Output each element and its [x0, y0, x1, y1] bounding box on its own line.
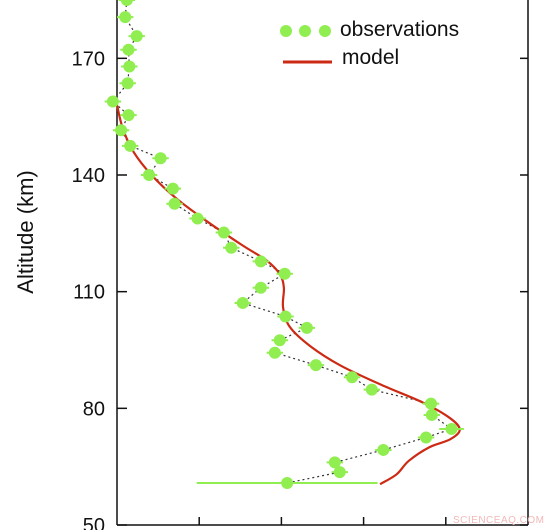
observation-point [166, 182, 179, 195]
observation-point [236, 296, 249, 309]
observation-point [346, 371, 359, 384]
legend-observations-marker [299, 25, 311, 37]
plot-content [104, 0, 464, 489]
observation-point [420, 431, 433, 444]
y-tick-label: 110 [73, 282, 105, 304]
observations-connector-line [112, 0, 453, 484]
observation-point [154, 152, 167, 165]
legend-observations-marker [319, 25, 331, 37]
observation-point [268, 346, 281, 359]
observation-point [300, 321, 313, 334]
y-axis-title: Altitude (km) [13, 170, 38, 293]
observation-point [328, 456, 341, 469]
observation-point [365, 383, 378, 396]
y-tick-label: 80 [83, 398, 105, 420]
legend-observations-marker [280, 25, 292, 37]
watermark-text: SCIENCEAQ.COM [453, 515, 545, 526]
observation-point [120, 0, 133, 6]
observation-point [106, 95, 119, 108]
observation-point [254, 281, 267, 294]
legend: observations model [280, 18, 459, 69]
observation-point [119, 11, 132, 24]
observation-point [115, 124, 128, 137]
y-tick-label: 50 [83, 515, 105, 530]
observation-point [377, 443, 390, 456]
observation-point [254, 255, 267, 268]
observation-point [273, 334, 286, 347]
observation-point [143, 169, 156, 181]
observation-point [445, 422, 458, 435]
observation-point [130, 30, 143, 43]
observation-point [278, 267, 291, 280]
legend-model-label: model [342, 46, 399, 69]
y-tick-label: 170 [72, 48, 105, 70]
observation-point [124, 139, 137, 152]
observation-point [121, 77, 134, 90]
model-line [115, 104, 461, 486]
observation-point [122, 109, 135, 122]
y-tick-label: 140 [72, 165, 105, 187]
legend-observations-label: observations [340, 18, 459, 41]
observation-point [281, 477, 294, 489]
observation-point [425, 397, 438, 410]
observation-point [425, 408, 438, 421]
observation-point [225, 241, 238, 254]
observation-point [122, 43, 135, 56]
observation-point [279, 310, 292, 323]
observation-point [123, 60, 136, 73]
observation-point [217, 226, 230, 239]
observation-point [168, 197, 181, 210]
observation-point [333, 466, 346, 479]
plot-area [104, 0, 464, 489]
observation-point [191, 212, 204, 225]
observation-point [309, 359, 322, 372]
axes: 50 80 110 140 170 [72, 0, 529, 530]
